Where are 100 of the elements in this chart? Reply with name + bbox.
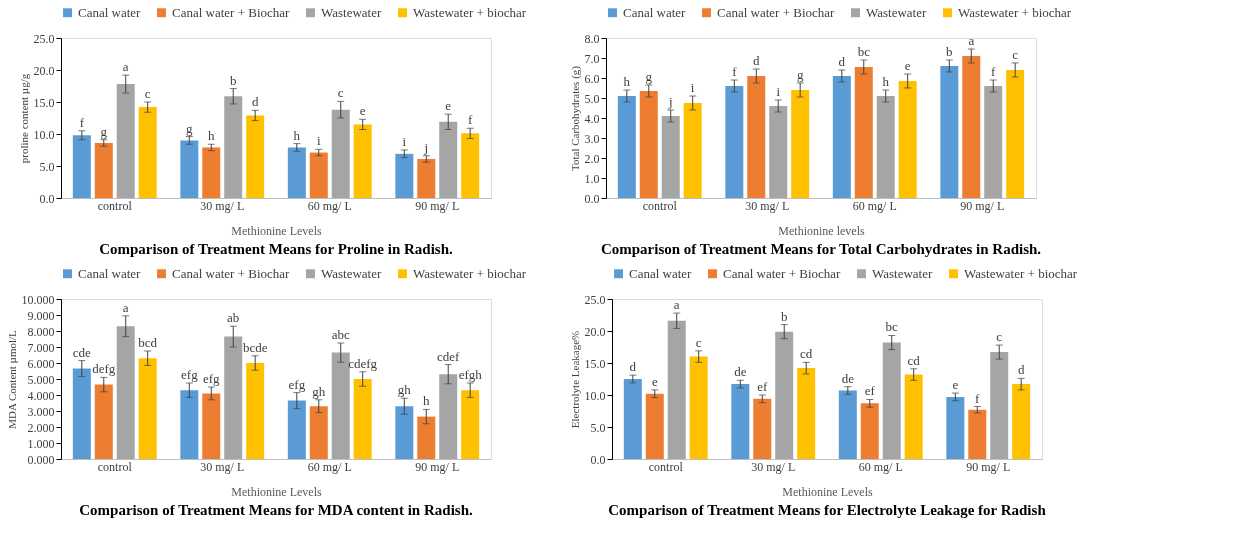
data-label: i [316,133,321,149]
data-label: g [796,67,804,82]
data-label: e [445,98,452,114]
data-label: g [100,123,108,139]
x-tick-label: 60 mg/ L [307,198,352,213]
data-label: e [651,373,658,389]
data-label: ef [757,379,768,394]
y-tick-label: 0.0 [590,452,606,467]
x-tick-label: 60 mg/ L [852,198,897,213]
data-label: e [359,103,366,119]
data-label: bcd [138,335,158,350]
bar [417,158,436,198]
data-label: de [734,364,747,380]
bar [94,384,113,459]
data-label: i [402,134,407,149]
y-tick-label: 9.000 [27,308,55,323]
y-tick-label: 3.0 [584,131,600,146]
x-tick-label: control [642,198,678,213]
bar [639,91,658,198]
y-tick-label: 25.0 [584,292,606,307]
legend-label: Canal water + Biochar [172,265,291,281]
bar [984,86,1003,198]
bar [725,86,744,198]
bar [309,152,328,198]
bar [753,398,772,459]
y-axis-title: MDA Content µmol/L [5,329,18,429]
x-tick-label: 30 mg/ L [200,459,245,474]
y-tick-label: 10.000 [21,292,55,307]
y-tick-label: 4.000 [27,388,55,403]
data-label: f [991,64,997,79]
legend-label: Canal water [629,265,693,281]
data-label: ef [864,383,876,399]
bar [331,352,350,459]
x-axis-title: Methionine levels [778,223,865,238]
y-axis-title: Total Carbohydrates (g) [568,65,582,171]
data-label: c [337,85,344,101]
bar [1006,70,1025,198]
data-label: defg [92,361,116,377]
x-tick-label: 60 mg/ L [307,459,352,474]
data-label: i [776,84,781,99]
x-tick-label: 60 mg/ L [858,459,903,474]
x-tick-label: 90 mg/ L [960,198,1005,213]
data-label: efgh [458,367,483,382]
data-label: f [732,64,738,79]
data-label: h [882,74,890,89]
data-label: d [1017,362,1025,378]
data-label: de [841,370,855,386]
bar [747,76,766,198]
legend-label: Wastewater [321,4,382,20]
x-axis-title: Methionine Levels [231,484,322,499]
data-label: c [144,86,151,101]
y-tick-label: 7.000 [27,340,55,355]
x-tick-label: 90 mg/ L [415,459,460,474]
data-label: f [975,390,981,406]
bar [246,115,265,198]
x-tick-label: 90 mg/ L [415,198,460,213]
y-tick-label: 0.0 [584,191,600,206]
data-label: efg [202,371,221,386]
data-label: efg [181,367,199,382]
data-label: cdef [437,348,461,364]
data-label: h [293,127,301,143]
data-label: bcde [242,339,268,355]
data-label: f [468,112,473,128]
y-tick-label: 25.0 [33,31,55,46]
bar [775,331,794,459]
data-label: a [122,299,129,315]
bar [791,90,810,198]
y-tick-label: 6.0 [584,71,600,86]
x-tick-label: 90 mg/ L [966,459,1011,474]
y-tick-label: 20.0 [33,63,55,78]
legend-label: Wastewater + biochar [958,4,1072,20]
data-label: cdefg [348,355,378,371]
bar [202,147,221,198]
bar [1012,384,1031,459]
bar [904,374,923,459]
data-label: c [996,329,1003,345]
y-tick-label: 20.0 [584,324,606,339]
bar [898,81,917,198]
bar [246,363,265,459]
bar [962,56,981,198]
bar [309,406,328,459]
data-label: b [946,44,953,59]
y-tick-label: 8.0 [584,31,600,46]
y-tick-label: 0.0 [39,191,55,206]
data-label: a [122,59,129,75]
bar [180,140,199,198]
x-tick-label: 30 mg/ L [745,198,790,213]
x-axis-title: Methionine Levels [231,223,322,238]
bar [331,109,350,198]
x-tick-label: 30 mg/ L [200,198,245,213]
data-label: d [251,94,259,110]
bar [353,124,372,198]
bar [116,84,135,198]
data-label: gh [397,382,412,398]
y-tick-label: 1.0 [584,171,600,186]
bar [832,76,851,198]
bar [769,106,788,198]
data-label: cd [907,352,921,368]
bar [224,336,243,459]
bar [138,107,157,198]
